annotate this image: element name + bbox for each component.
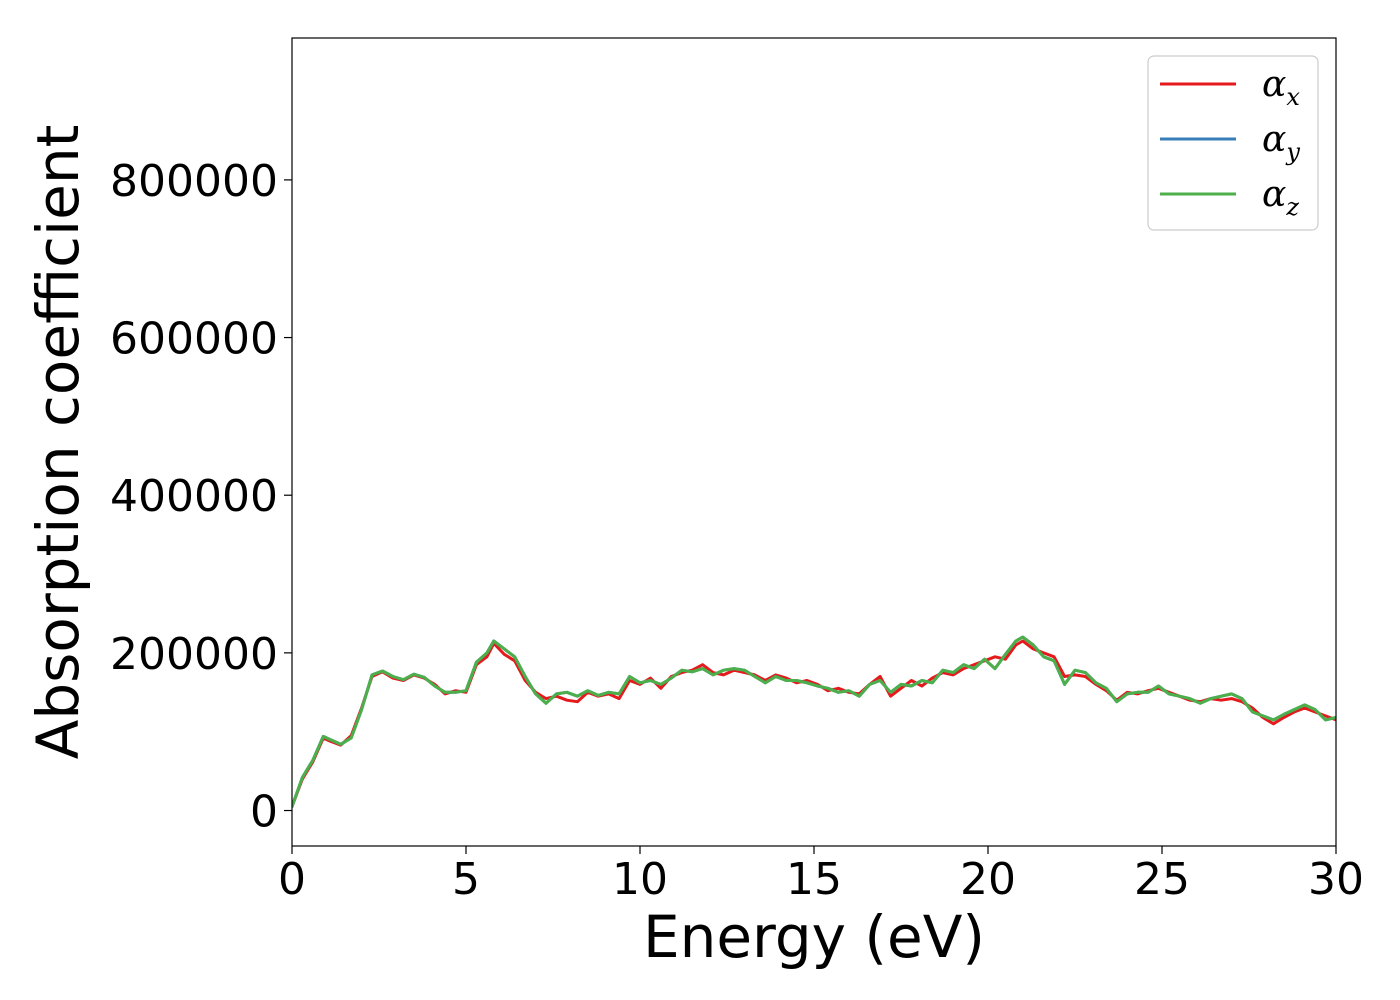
x-tick-label: 15 xyxy=(786,854,842,905)
x-tick-label: 25 xyxy=(1134,854,1190,905)
legend-subscript: y xyxy=(1285,138,1300,166)
series-line-alpha-z xyxy=(292,635,1336,809)
x-tick-label: 20 xyxy=(960,854,1016,905)
series-layer xyxy=(292,635,1336,809)
legend-symbol: α xyxy=(1262,119,1286,160)
y-tick-label: 800000 xyxy=(110,156,278,207)
y-tick-label: 0 xyxy=(250,787,278,838)
x-tick-label: 0 xyxy=(278,854,306,905)
legend-subscript: x xyxy=(1286,83,1300,111)
x-tick-label: 30 xyxy=(1308,854,1364,905)
legend-label-alpha-z: αz xyxy=(1262,174,1299,221)
y-tick-label: 600000 xyxy=(110,314,278,365)
x-tick-label: 10 xyxy=(612,854,668,905)
y-axis-ticks: 0 200000 400000 600000 800000 xyxy=(110,156,292,838)
x-axis-ticks: 0 5 10 15 20 25 30 xyxy=(278,846,1364,905)
x-tick-label: 5 xyxy=(452,854,480,905)
legend-label-alpha-x: αx xyxy=(1262,64,1300,111)
y-tick-label: 200000 xyxy=(110,629,278,680)
legend-box xyxy=(1147,55,1319,231)
legend-subscript: z xyxy=(1285,193,1299,221)
x-axis-label: Energy (eV) xyxy=(643,903,985,971)
y-axis-label: Absorption coefficient xyxy=(24,125,92,760)
legend-label-alpha-y: αy xyxy=(1262,119,1300,166)
legend-symbol: α xyxy=(1262,64,1286,105)
y-tick-label: 400000 xyxy=(110,471,278,522)
legend-symbol: α xyxy=(1262,174,1286,215)
